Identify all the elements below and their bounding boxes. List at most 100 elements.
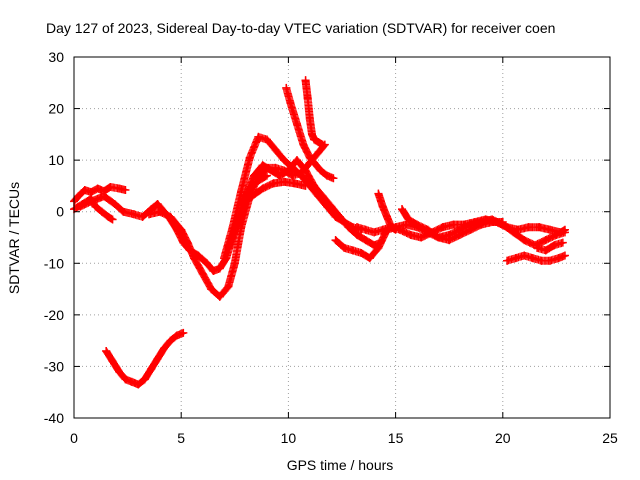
data-point bbox=[224, 282, 233, 291]
data-point bbox=[280, 177, 289, 186]
data-point bbox=[254, 132, 263, 141]
data-point bbox=[466, 225, 475, 234]
data-point bbox=[331, 236, 340, 245]
series-track-9 bbox=[301, 76, 327, 149]
data-point bbox=[434, 233, 443, 242]
series-track-15 bbox=[503, 251, 569, 265]
data-point bbox=[215, 292, 224, 301]
data-point bbox=[155, 207, 164, 216]
data-point bbox=[533, 243, 542, 252]
data-point bbox=[134, 380, 143, 389]
data-point bbox=[74, 192, 83, 201]
data-point bbox=[108, 357, 117, 366]
y-tick-label: -30 bbox=[44, 358, 64, 374]
y-axis-label: SDTVAR / TECUs bbox=[6, 182, 22, 294]
data-point bbox=[560, 251, 569, 260]
data-point bbox=[224, 243, 233, 252]
data-point bbox=[301, 166, 310, 175]
data-point bbox=[455, 230, 464, 239]
data-point bbox=[299, 140, 308, 149]
y-tick-label: 0 bbox=[56, 204, 64, 220]
data-point bbox=[391, 225, 400, 234]
data-point bbox=[541, 246, 550, 255]
x-tick-label: 15 bbox=[388, 430, 404, 446]
data-point bbox=[93, 184, 102, 193]
data-point bbox=[498, 218, 507, 227]
data-point bbox=[121, 186, 130, 195]
data-point bbox=[460, 220, 469, 229]
data-point bbox=[284, 166, 293, 175]
data-point bbox=[166, 336, 175, 345]
data-point bbox=[282, 83, 291, 92]
data-point bbox=[275, 171, 284, 180]
y-tick-label: 30 bbox=[48, 49, 64, 65]
plot-frame bbox=[73, 56, 611, 419]
data-point bbox=[127, 377, 136, 386]
data-point bbox=[503, 256, 512, 265]
data-point bbox=[556, 228, 565, 237]
data-point bbox=[316, 166, 325, 175]
data-point bbox=[166, 212, 175, 221]
data-point bbox=[290, 179, 299, 188]
data-point bbox=[445, 236, 454, 245]
data-point bbox=[121, 375, 130, 384]
data-point bbox=[115, 184, 124, 193]
data-point bbox=[247, 192, 256, 201]
data-point bbox=[97, 207, 106, 216]
data-point bbox=[209, 267, 218, 276]
data-point bbox=[329, 174, 338, 183]
x-axis-label: GPS time / hours bbox=[287, 457, 394, 473]
data-point bbox=[245, 153, 254, 162]
data-point bbox=[237, 199, 246, 208]
data-point bbox=[398, 205, 407, 214]
data-point bbox=[488, 218, 497, 227]
data-point bbox=[520, 236, 529, 245]
data-point bbox=[104, 212, 113, 221]
data-point bbox=[378, 202, 387, 211]
data-point bbox=[130, 210, 139, 219]
data-point bbox=[513, 225, 522, 234]
data-point bbox=[361, 225, 370, 234]
data-point bbox=[370, 228, 379, 237]
y-tick-label: -10 bbox=[44, 255, 64, 271]
data-point bbox=[110, 199, 119, 208]
data-point bbox=[307, 130, 316, 139]
data-point bbox=[365, 254, 374, 263]
data-point bbox=[550, 241, 559, 250]
data-point bbox=[262, 171, 271, 180]
data-point bbox=[535, 223, 544, 232]
data-point bbox=[374, 189, 383, 198]
data-point bbox=[554, 254, 563, 263]
data-point bbox=[115, 367, 124, 376]
data-point bbox=[357, 248, 366, 257]
x-tick-label: 5 bbox=[177, 430, 185, 446]
data-point bbox=[179, 328, 188, 337]
data-point bbox=[87, 188, 96, 197]
data-point bbox=[310, 158, 319, 167]
data-point bbox=[310, 181, 319, 190]
data-point bbox=[335, 212, 344, 221]
data-point bbox=[301, 76, 310, 85]
data-point bbox=[387, 223, 396, 232]
data-point bbox=[423, 225, 432, 234]
x-tick-label: 20 bbox=[495, 430, 511, 446]
data-point bbox=[119, 207, 128, 216]
data-point bbox=[102, 346, 111, 355]
data-point bbox=[413, 220, 422, 229]
data-point bbox=[314, 138, 323, 147]
data-point bbox=[378, 225, 387, 234]
data-point bbox=[303, 94, 312, 103]
data-point bbox=[202, 259, 211, 268]
data-point bbox=[106, 182, 115, 191]
data-point bbox=[190, 254, 199, 263]
data-point bbox=[138, 212, 147, 221]
data-point bbox=[258, 161, 267, 170]
data-point bbox=[288, 171, 297, 180]
data-point bbox=[297, 171, 306, 180]
data-point bbox=[477, 220, 486, 229]
data-point bbox=[207, 285, 216, 294]
data-point bbox=[449, 220, 458, 229]
data-point bbox=[177, 225, 186, 234]
data-point bbox=[80, 186, 89, 195]
